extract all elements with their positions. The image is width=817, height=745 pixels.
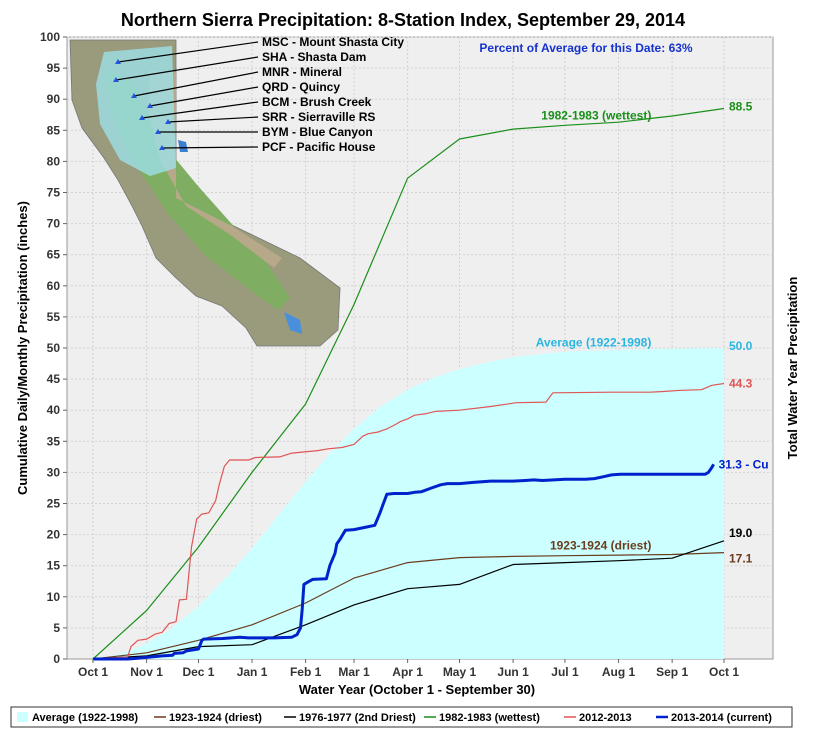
lake-tahoe-shape (178, 140, 188, 152)
end-label-0: 50.0 (729, 339, 753, 353)
station-marker-icon (131, 93, 137, 98)
average-area (93, 348, 724, 659)
y-tick-label: 35 (47, 434, 61, 448)
station-marker-icon (165, 119, 171, 124)
legend-label: 1982-1983 (wettest) (439, 712, 540, 724)
legend-label: Average (1922-1998) (32, 712, 138, 724)
station-label: SRR - Sierraville RS (262, 110, 375, 124)
x-tick-label: Nov 1 (130, 665, 163, 679)
y-axis-ticks: 0 5 10 15 20 25 30 35 40 45 50 55 60 65 70 75 80 85 90 95 10… (40, 30, 67, 666)
end-label-5: 31.3 - Cu (719, 457, 769, 471)
salton-sea-shape (284, 312, 302, 334)
y-tick-label: 45 (47, 372, 61, 386)
x-tick-label: Oct 1 (78, 665, 108, 679)
y-axis-title: Cumulative Daily/Monthly Precipitation (… (15, 201, 30, 495)
station-label: PCF - Pacific House (262, 140, 376, 154)
curve-label-1: 1923-1924 (driest) (550, 538, 651, 552)
x-axis-title: Water Year (October 1 - September 30) (299, 682, 535, 697)
y-tick-label: 25 (47, 497, 61, 511)
station-leader-line (149, 86, 259, 107)
end-label-1: 17.1 (729, 552, 753, 566)
station-marker-icon (159, 145, 165, 150)
y-tick-label: 85 (47, 123, 61, 137)
y-tick-label: 90 (47, 92, 61, 106)
x-tick-label: Dec 1 (182, 665, 214, 679)
x-tick-label: Feb 1 (290, 665, 322, 679)
station-leader-line (161, 146, 259, 149)
end-labels: 50.0 17.1 19.0 88.5 44.3 31.3 - Cu (719, 100, 769, 566)
x-tick-label: Apr 1 (392, 665, 423, 679)
series-line-1 (92, 552, 725, 660)
y-tick-label: 20 (47, 528, 61, 542)
chart-title: Northern Sierra Precipitation: 8-Station… (121, 10, 685, 30)
x-tick-label: Sep 1 (656, 665, 688, 679)
legend-label: 1923-1924 (driest) (169, 712, 262, 724)
y-tick-label: 15 (47, 559, 61, 573)
station-marker-icon (115, 59, 121, 64)
y-tick-label: 95 (47, 61, 61, 75)
x-tick-label: Jun 1 (497, 665, 529, 679)
x-tick-label: Mar 1 (338, 665, 370, 679)
station-label: BYM - Blue Canyon (262, 125, 373, 139)
x-tick-label: Jan 1 (237, 665, 268, 679)
station-leader-line (167, 116, 259, 123)
station-marker-icon (155, 129, 161, 134)
y-tick-label: 30 (47, 465, 61, 479)
x-axis-ticks: Oct 1 Nov 1 Dec 1 Jan 1 Feb 1 Mar 1 Apr 1 May 1… (78, 659, 739, 679)
x-tick-label: Oct 1 (709, 665, 739, 679)
end-label-3: 88.5 (729, 100, 753, 114)
legend-box (10, 706, 793, 728)
y-tick-label: 50 (47, 341, 61, 355)
y-tick-label: 65 (47, 248, 61, 262)
y-tick-label: 40 (47, 403, 61, 417)
percent-of-average-note: Percent of Average for this Date: 63% (479, 41, 693, 55)
station-leader-line (115, 56, 259, 81)
y-tick-label: 55 (47, 310, 61, 324)
legend-label: 1976-1977 (2nd Driest) (299, 712, 416, 724)
curve-labels: Average (1922-1998) 1923-1924 (driest) 198… (536, 109, 652, 553)
end-label-4: 44.3 (729, 376, 753, 390)
station-leader-line (117, 41, 259, 63)
series-line-4 (92, 382, 725, 660)
y-tick-label: 80 (47, 154, 61, 168)
y-tick-label: 0 (53, 652, 60, 666)
legend: Average (1922-1998) 1923-1924 (driest) 197… (17, 712, 772, 724)
legend-label: 2013-2014 (current) (671, 712, 772, 724)
average-area-layer (93, 348, 724, 659)
station-label: BCM - Brush Creek (262, 95, 372, 109)
x-tick-label: Aug 1 (602, 665, 636, 679)
end-label-2: 19.0 (729, 526, 753, 540)
station-leader-line (141, 101, 259, 119)
y-tick-label: 70 (47, 217, 61, 231)
y-tick-label: 60 (47, 279, 61, 293)
y-tick-label: 75 (47, 186, 61, 200)
station-marker-icon (113, 77, 119, 82)
x-tick-label: May 1 (443, 665, 477, 679)
station-marker-icon (147, 103, 153, 108)
station-label: SHA - Shasta Dam (262, 50, 366, 64)
y-tick-label: 10 (47, 590, 61, 604)
legend-label: 2012-2013 (579, 712, 632, 724)
curve-label-0: Average (1922-1998) (536, 336, 652, 350)
station-label: MSC - Mount Shasta City (262, 35, 404, 49)
legend-swatch (17, 712, 28, 722)
station-label: QRD - Quincy (262, 80, 340, 94)
y-tick-label: 5 (53, 621, 60, 635)
right-axis-title: Total Water Year Precipitation (785, 277, 800, 460)
station-label: MNR - Mineral (262, 65, 342, 79)
series-lines (92, 107, 725, 661)
x-tick-label: Jul 1 (551, 665, 579, 679)
y-tick-label: 100 (40, 30, 60, 44)
station-leader-line (133, 71, 259, 97)
series-line-5 (93, 463, 715, 661)
curve-label-3: 1982-1983 (wettest) (541, 109, 651, 123)
series-line-3 (92, 107, 725, 660)
station-marker-icon (139, 115, 145, 120)
